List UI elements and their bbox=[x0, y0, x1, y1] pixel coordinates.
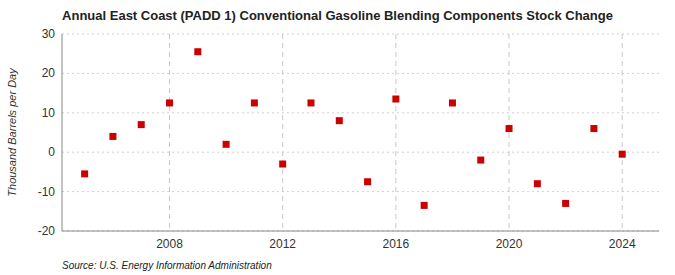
point bbox=[364, 178, 371, 185]
y-grid-line bbox=[62, 112, 659, 113]
chart: -20 -10 0 10 20 30 2008 2012 2016 2020 2024 Annual … bbox=[0, 0, 675, 275]
point bbox=[392, 96, 399, 103]
y-grid-line bbox=[62, 191, 659, 192]
title: Annual East Coast (PADD 1) Conventional … bbox=[62, 8, 613, 23]
x-grid-line bbox=[169, 34, 170, 231]
x-grid-line bbox=[282, 34, 283, 231]
y-axis-label: Thousand Barrels per Day bbox=[6, 67, 18, 197]
point bbox=[477, 157, 484, 164]
point bbox=[619, 151, 626, 158]
x-tick-label: 2016 bbox=[383, 237, 410, 251]
point bbox=[534, 180, 541, 187]
tick-labels: -20 -10 0 10 20 30 2008 2012 2016 2020 2024 bbox=[38, 27, 636, 251]
y-grid-line bbox=[62, 231, 659, 232]
x-grid-line bbox=[509, 34, 510, 231]
y-tick-label: 30 bbox=[42, 27, 56, 41]
point bbox=[138, 121, 145, 128]
x-tick-label: 2008 bbox=[156, 237, 183, 251]
point bbox=[279, 161, 286, 168]
points bbox=[81, 48, 626, 209]
y-tick-label: -20 bbox=[38, 224, 56, 238]
point bbox=[421, 202, 428, 209]
point bbox=[590, 125, 597, 132]
point bbox=[449, 99, 456, 106]
y-grid-line bbox=[62, 34, 659, 35]
y-tick-label: 20 bbox=[42, 66, 56, 80]
x-tick-label: 2012 bbox=[269, 237, 296, 251]
point bbox=[166, 99, 173, 106]
point bbox=[562, 200, 569, 207]
point bbox=[194, 48, 201, 55]
chart-container: -20 -10 0 10 20 30 2008 2012 2016 2020 2024 Annual … bbox=[0, 0, 675, 275]
x-grid-line bbox=[622, 34, 623, 231]
source-note: Source: U.S. Energy Information Administ… bbox=[62, 260, 272, 271]
point bbox=[223, 141, 230, 148]
grid bbox=[62, 34, 659, 231]
point bbox=[251, 99, 258, 106]
y-tick-label: -10 bbox=[38, 185, 56, 199]
point bbox=[81, 170, 88, 177]
point bbox=[307, 99, 314, 106]
point bbox=[336, 117, 343, 124]
x-grid-line bbox=[395, 34, 396, 231]
point bbox=[506, 125, 513, 132]
x-axis-line bbox=[62, 231, 659, 232]
x-tick-label: 2020 bbox=[496, 237, 523, 251]
point bbox=[109, 133, 116, 140]
y-grid-line bbox=[62, 73, 659, 74]
x-tick-label: 2024 bbox=[609, 237, 636, 251]
y-axis-line bbox=[62, 34, 63, 231]
y-grid-line bbox=[62, 152, 659, 153]
y-tick-label: 10 bbox=[42, 106, 56, 120]
y-tick-label: 0 bbox=[48, 145, 55, 159]
